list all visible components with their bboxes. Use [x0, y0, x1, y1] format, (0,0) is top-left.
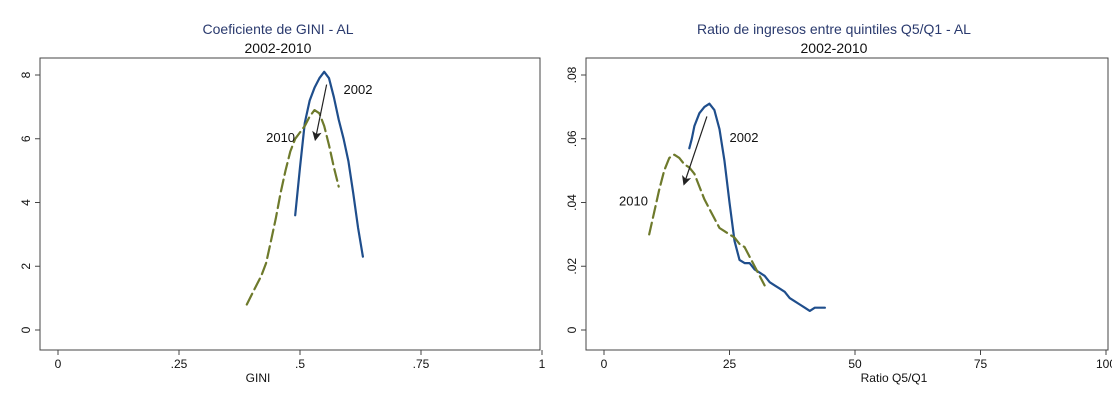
annotation-label: 2002	[344, 82, 373, 97]
series-line-2010	[648, 153, 766, 287]
x-tick-label: .25	[171, 357, 188, 371]
y-tick-label: 6	[19, 135, 33, 142]
y-tick-label: .04	[565, 194, 579, 211]
ratio-chart: 0 25 50 75 100 0 .02 .04 .06 .08 2002 2010	[565, 57, 1112, 371]
gini-chart-panel: 0 .25 .5 .75 1 0 2 4 6 8 2002 2010 Coeficiente de G…	[19, 21, 546, 385]
x-tick-label: 100	[1096, 357, 1112, 371]
y-tick-label: 0	[19, 326, 33, 333]
y-tick-label: 4	[19, 199, 33, 206]
y-tick-label: 2	[19, 263, 33, 270]
ratio-chart-panel: 0 25 50 75 100 0 .02 .04 .06 .08 2002 2010 Ratio de…	[556, 0, 1112, 394]
x-tick-label: 50	[848, 357, 862, 371]
x-tick-label: .5	[295, 357, 305, 371]
plot-area	[585, 57, 1109, 351]
gini-chart: 0 .25 .5 .75 1 0 2 4 6 8 2002 2010	[19, 57, 546, 371]
y-tick-label: 0	[565, 326, 579, 333]
chart-title: Coeficiente de GINI - AL	[202, 21, 354, 37]
x-tick-label: .75	[413, 357, 430, 371]
series-line-2010	[245, 109, 340, 306]
change-arrow	[312, 84, 328, 142]
x-tick-label: 1	[539, 357, 546, 371]
x-tick-label: 75	[974, 357, 988, 371]
y-tick-label: .02	[565, 258, 579, 275]
chart-subtitle: 2002-2010	[800, 40, 868, 56]
y-tick-label: .06	[565, 130, 579, 147]
plot-area	[39, 57, 541, 351]
annotation-label: 2002	[730, 130, 759, 145]
x-axis-label: GINI	[245, 371, 271, 385]
chart-title: Ratio de ingresos entre quintiles Q5/Q1 …	[697, 21, 971, 37]
x-axis-label: Ratio Q5/Q1	[860, 371, 928, 385]
x-tick-label: 0	[55, 357, 62, 371]
series-line-2002	[294, 70, 364, 258]
y-tick-label: 8	[19, 71, 33, 78]
x-tick-label: 0	[601, 357, 608, 371]
series-line-2002	[688, 102, 826, 312]
annotation-label: 2010	[266, 130, 295, 145]
chart-subtitle: 2002-2010	[244, 40, 312, 56]
y-tick-label: .08	[565, 66, 579, 83]
x-tick-label: 25	[723, 357, 737, 371]
annotation-label: 2010	[619, 194, 648, 209]
change-arrow	[682, 116, 708, 186]
